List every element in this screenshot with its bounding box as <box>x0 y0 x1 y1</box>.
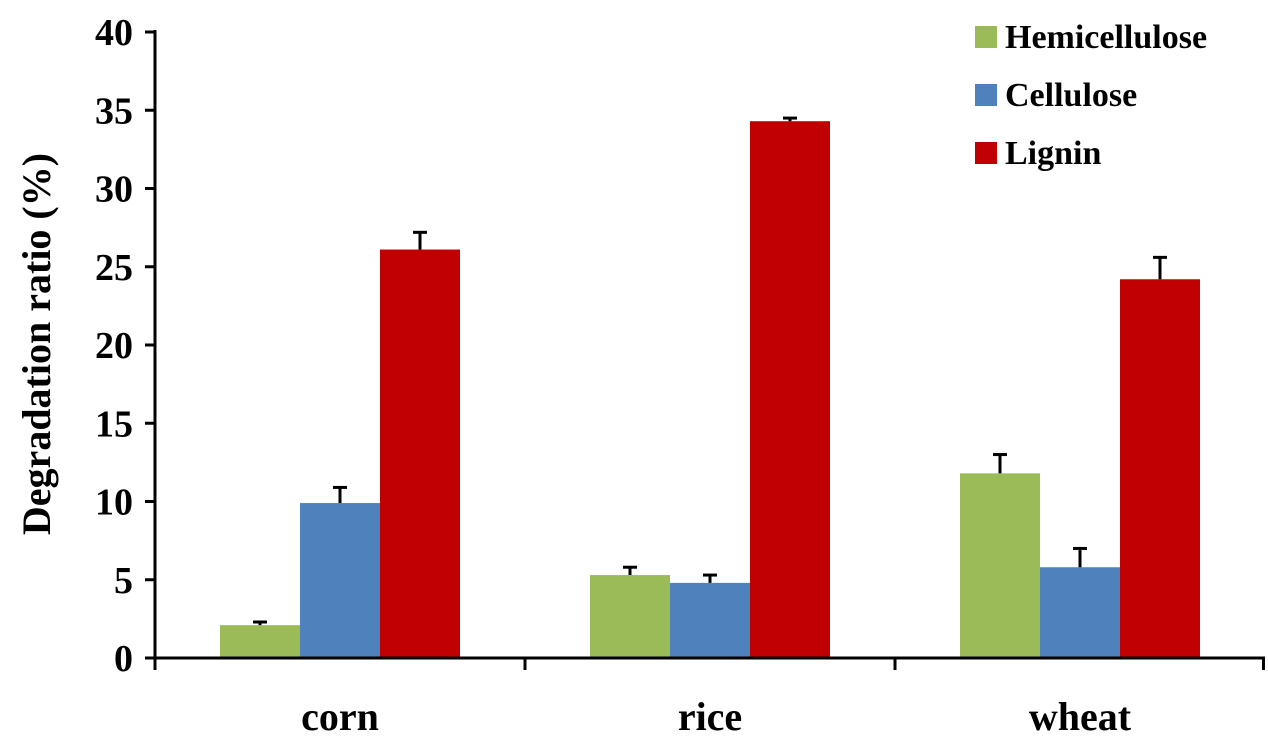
x-tick-label-corn: corn <box>301 694 379 732</box>
bar-lignin-rice <box>750 121 830 658</box>
bar-cellulose-corn <box>300 503 380 658</box>
legend-label-lignin: Lignin <box>1005 135 1101 172</box>
legend-swatch-cellulose <box>975 84 997 106</box>
y-tick-label: 25 <box>95 247 133 289</box>
bar-lignin-wheat <box>1120 279 1200 658</box>
bar-cellulose-wheat <box>1040 567 1120 658</box>
y-axis-label: Degradation ratio (%) <box>14 153 59 535</box>
error-bars <box>253 116 1167 626</box>
y-tick-label: 10 <box>95 482 133 524</box>
x-tick-label-wheat: wheat <box>1029 694 1132 732</box>
y-tick-label: 30 <box>95 169 133 211</box>
legend: Hemicellulose Cellulose Lignin <box>975 19 1207 172</box>
bar-hemicellulose-corn <box>220 625 300 658</box>
x-tick-label-rice: rice <box>678 694 742 732</box>
y-tick-label: 0 <box>114 638 133 680</box>
y-ticks: 0 5 10 15 20 25 30 35 40 <box>95 12 155 680</box>
y-tick-label: 20 <box>95 325 133 367</box>
legend-swatch-lignin <box>975 142 997 164</box>
y-tick-label: 35 <box>95 90 133 132</box>
axes <box>145 30 1265 670</box>
y-tick-label: 5 <box>114 560 133 602</box>
legend-label-hemicellulose: Hemicellulose <box>1005 19 1207 56</box>
y-tick-label: 15 <box>95 403 133 445</box>
y-tick-label: 40 <box>95 12 133 54</box>
x-tick-labels: corn rice wheat <box>301 694 1132 737</box>
y-axis-label-group: Degradation ratio (%) <box>14 153 59 535</box>
legend-label-cellulose: Cellulose <box>1005 77 1137 114</box>
bars <box>220 121 1200 658</box>
legend-swatch-hemicellulose <box>975 26 997 48</box>
bar-hemicellulose-wheat <box>960 473 1040 658</box>
bar-hemicellulose-rice <box>590 575 670 658</box>
bar-lignin-corn <box>380 249 460 658</box>
bar-cellulose-rice <box>670 582 750 658</box>
